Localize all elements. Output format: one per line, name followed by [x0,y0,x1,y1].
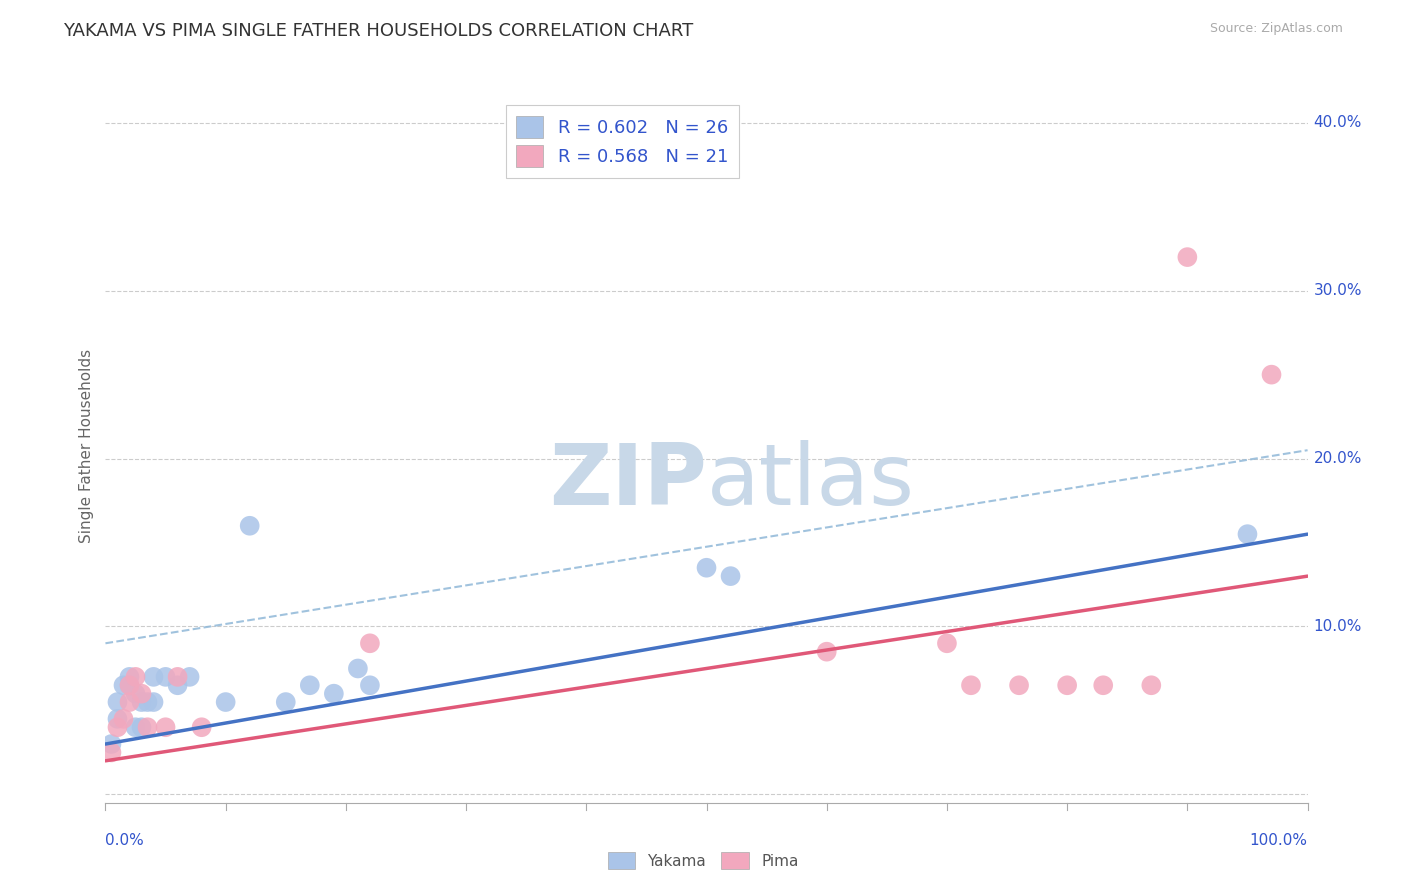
Text: 10.0%: 10.0% [1313,619,1362,634]
Point [720,569,742,583]
Point [1140,678,1163,692]
Point [107,720,129,734]
Point [359,678,381,692]
Point [696,560,718,574]
Point [112,678,135,692]
Point [359,636,381,650]
Point [118,670,141,684]
Point [131,720,153,734]
Point [131,687,153,701]
Text: atlas: atlas [707,440,914,524]
Text: 40.0%: 40.0% [1313,115,1362,130]
Text: YAKAMA VS PIMA SINGLE FATHER HOUSEHOLDS CORRELATION CHART: YAKAMA VS PIMA SINGLE FATHER HOUSEHOLDS … [63,22,693,40]
Point [1008,678,1031,692]
Text: ZIP: ZIP [548,440,707,524]
Point [118,678,141,692]
Point [136,720,159,734]
Point [1177,250,1199,264]
Text: 30.0%: 30.0% [1313,283,1362,298]
Point [142,670,165,684]
Point [124,720,146,734]
Point [322,687,344,701]
Point [107,695,129,709]
Point [190,720,212,734]
Point [347,661,370,675]
Point [936,636,959,650]
Point [155,670,177,684]
Point [100,746,122,760]
Point [131,695,153,709]
Legend: R = 0.602   N = 26, R = 0.568   N = 21: R = 0.602 N = 26, R = 0.568 N = 21 [506,105,740,178]
Text: 100.0%: 100.0% [1250,833,1308,848]
Point [298,678,321,692]
Point [1092,678,1115,692]
Point [166,678,188,692]
Y-axis label: Single Father Households: Single Father Households [79,349,94,543]
Point [118,678,141,692]
Point [1236,527,1258,541]
Text: 20.0%: 20.0% [1313,451,1362,467]
Point [142,695,165,709]
Point [1056,678,1078,692]
Point [124,670,146,684]
Point [960,678,983,692]
Point [107,712,129,726]
Point [815,645,838,659]
Point [166,670,188,684]
Point [155,720,177,734]
Point [136,695,159,709]
Point [214,695,236,709]
Point [239,518,262,533]
Point [274,695,297,709]
Point [112,712,135,726]
Point [1260,368,1282,382]
Point [118,695,141,709]
Text: Source: ZipAtlas.com: Source: ZipAtlas.com [1209,22,1343,36]
Legend: Yakama, Pima: Yakama, Pima [602,846,804,875]
Point [100,737,122,751]
Point [124,687,146,701]
Text: 0.0%: 0.0% [105,833,145,848]
Point [179,670,201,684]
